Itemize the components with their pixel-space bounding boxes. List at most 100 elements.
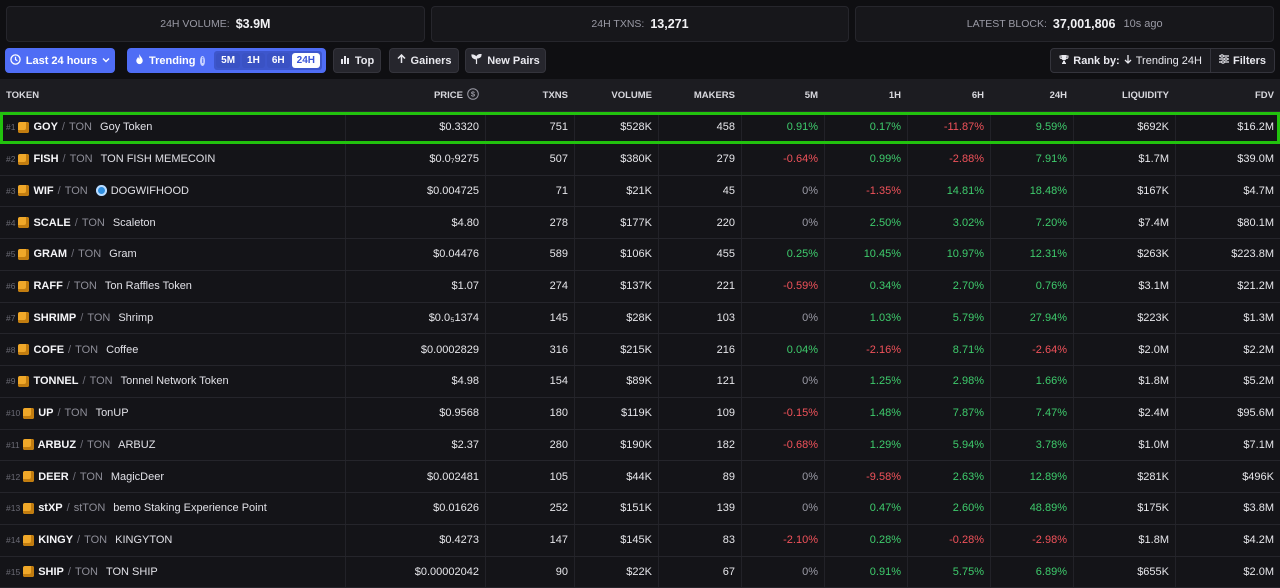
token-name: TonUP (96, 407, 129, 419)
makers-cell: 67 (658, 557, 741, 588)
change-m5-cell: 0% (741, 176, 824, 207)
makers-cell: 103 (658, 303, 741, 334)
txns-cell: 274 (485, 271, 574, 302)
liquidity-cell: $281K (1073, 461, 1175, 492)
change-m5-cell: 0% (741, 207, 824, 238)
change-h24-cell: 1.66% (990, 366, 1073, 397)
rank-by-dropdown[interactable]: Rank by: Trending 24H (1051, 49, 1210, 72)
change-h6-cell: 10.97% (907, 239, 990, 270)
col-header-24h[interactable]: 24H (990, 90, 1073, 101)
pair-separator: / (67, 280, 70, 292)
fdv-cell: $16.2M (1175, 112, 1280, 143)
change-m5-cell: 0% (741, 303, 824, 334)
volume-cell: $145K (574, 525, 658, 556)
col-header-volume[interactable]: VOLUME (574, 90, 658, 101)
fdv-cell: $223.8M (1175, 239, 1280, 270)
dollar-circle-icon[interactable]: $ (467, 88, 479, 103)
col-header-makers[interactable]: MAKERS (658, 90, 741, 101)
token-name: Coffee (106, 344, 138, 356)
token-symbol: SCALE (33, 217, 70, 229)
price-cell: $4.80 (345, 207, 485, 238)
change-h1-cell: 1.48% (824, 398, 907, 429)
cube-icon (18, 281, 29, 292)
liquidity-cell: $7.4M (1073, 207, 1175, 238)
cube-icon (18, 344, 29, 355)
rank-number: #5 (6, 249, 15, 259)
trending-button[interactable]: Trending i 5M 1H 6H 24H (127, 48, 326, 73)
cube-icon (18, 185, 29, 196)
rank-number: #6 (6, 281, 15, 291)
change-h1-cell: 0.34% (824, 271, 907, 302)
liquidity-cell: $2.0M (1073, 334, 1175, 365)
change-m5-cell: -0.59% (741, 271, 824, 302)
liquidity-cell: $692K (1073, 112, 1175, 143)
change-h1-cell: -2.16% (824, 334, 907, 365)
trending-5m[interactable]: 5M (216, 53, 240, 68)
change-m5-cell: 0% (741, 557, 824, 588)
token-name: Tonnel Network Token (121, 375, 229, 387)
rank-by-value: Trending 24H (1136, 55, 1202, 67)
col-header-liquidity[interactable]: LIQUIDITY (1073, 90, 1175, 101)
new-pairs-button[interactable]: New Pairs (465, 48, 546, 73)
change-h6-cell: -11.87% (907, 112, 990, 143)
fdv-cell: $3.8M (1175, 493, 1280, 524)
col-header-1h[interactable]: 1H (824, 90, 907, 101)
change-h6-cell: 2.98% (907, 366, 990, 397)
table-header: TOKEN PRICE $ TXNS VOLUME MAKERS 5M 1H 6… (0, 79, 1280, 112)
timeframe-dropdown[interactable]: Last 24 hours (5, 48, 115, 73)
col-header-6h[interactable]: 6H (907, 90, 990, 101)
change-h24-cell: 7.47% (990, 398, 1073, 429)
change-h24-cell: -2.64% (990, 334, 1073, 365)
token-name: TON SHIP (106, 566, 158, 578)
txns-cell: 154 (485, 366, 574, 397)
change-h6-cell: 3.02% (907, 207, 990, 238)
cube-icon (23, 566, 34, 577)
price-cell: $0.9568 (345, 398, 485, 429)
cube-icon (18, 312, 29, 323)
trending-6h[interactable]: 6H (267, 53, 290, 68)
info-icon[interactable]: i (200, 56, 205, 66)
gainers-button[interactable]: Gainers (389, 48, 459, 73)
col-header-txns[interactable]: TXNS (485, 90, 574, 101)
change-h24-cell: 27.94% (990, 303, 1073, 334)
trending-24h[interactable]: 24H (292, 53, 320, 68)
change-h6-cell: -2.88% (907, 144, 990, 175)
trophy-icon (1059, 54, 1069, 67)
token-symbol: SHIP (38, 566, 64, 578)
rank-number: #1 (6, 122, 15, 132)
filters-button[interactable]: Filters (1210, 49, 1274, 72)
col-header-5m[interactable]: 5M (741, 90, 824, 101)
change-h1-cell: 1.29% (824, 430, 907, 461)
rank-number: #3 (6, 186, 15, 196)
fdv-cell: $21.2M (1175, 271, 1280, 302)
quote-symbol: TON (87, 312, 110, 324)
rank-number: #7 (6, 313, 15, 323)
col-header-price[interactable]: PRICE $ (345, 88, 485, 103)
col-header-token[interactable]: TOKEN (0, 90, 345, 101)
top-button[interactable]: Top (333, 48, 381, 73)
trending-1h[interactable]: 1H (242, 53, 265, 68)
stat-block-ago: 10s ago (1123, 18, 1162, 30)
liquidity-cell: $2.4M (1073, 398, 1175, 429)
price-cell: $0.0₇9275 (345, 144, 485, 175)
pair-separator: / (80, 439, 83, 451)
col-header-fdv[interactable]: FDV (1175, 90, 1280, 101)
